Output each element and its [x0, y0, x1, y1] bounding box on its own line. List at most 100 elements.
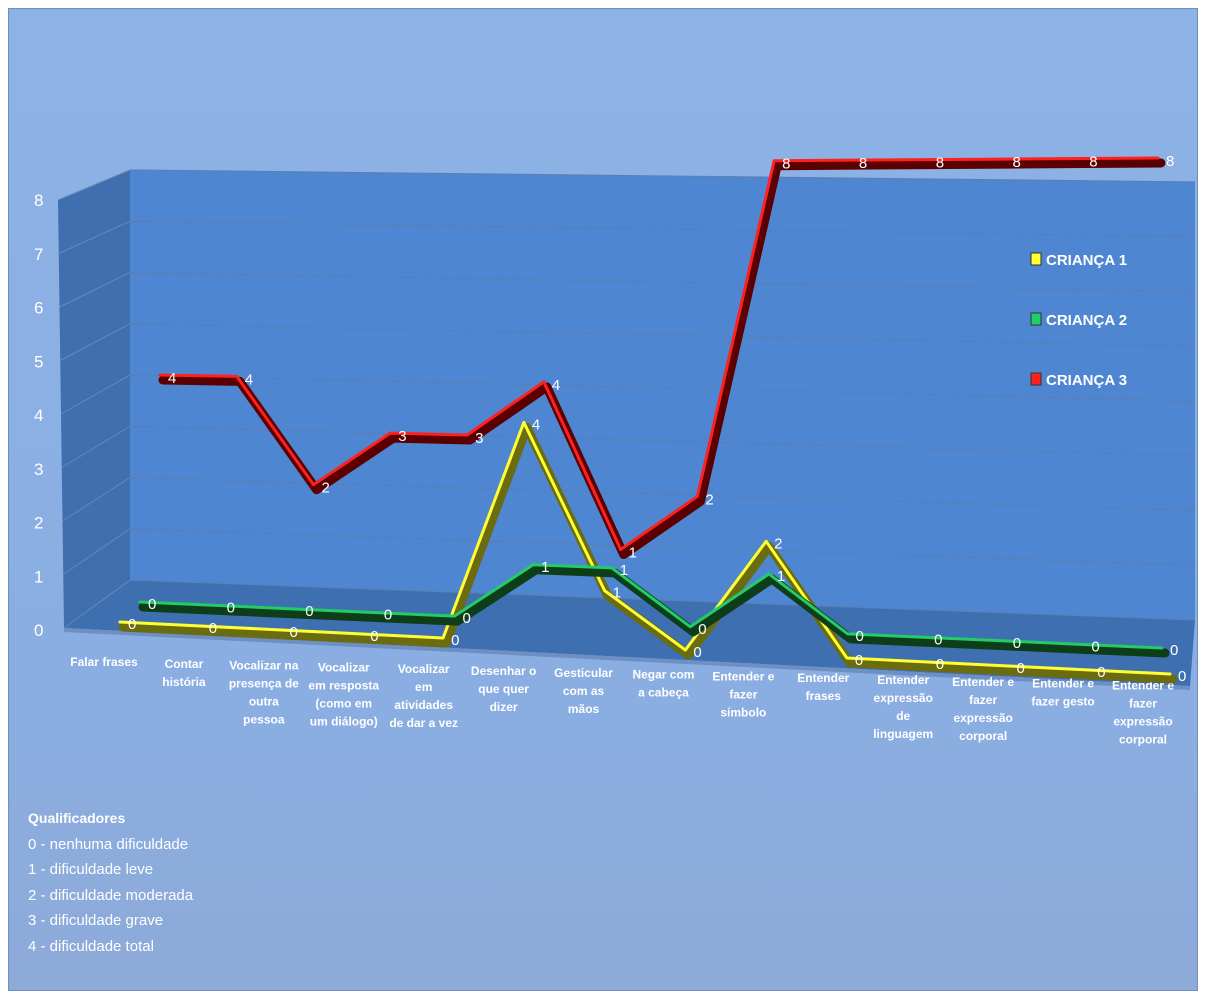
- gridline-side: [63, 579, 131, 629]
- floor-edge: [64, 628, 1190, 690]
- gridline-side: [62, 477, 131, 522]
- data-label: 2: [705, 491, 713, 508]
- gridline: [129, 323, 1196, 347]
- chart-walls: [58, 170, 1195, 690]
- data-label: 0: [209, 620, 217, 637]
- floor: [64, 580, 1195, 686]
- data-label: 4: [552, 377, 560, 394]
- x-tick-label: Contar história: [162, 657, 206, 689]
- x-tick-label: Entender e fazer gesto: [1031, 677, 1094, 709]
- gridlines: [57, 169, 1196, 629]
- y-tick-label: 5: [34, 352, 43, 371]
- qualifier-item: 2 - dificuldade moderada: [28, 886, 194, 904]
- data-label: 0: [1016, 660, 1024, 677]
- gridline: [129, 528, 1196, 566]
- data-label: 1: [613, 585, 621, 602]
- qualifier-item: 4 - dificuldade total: [28, 937, 154, 955]
- data-label: 0: [1013, 635, 1021, 652]
- data-label: 0: [936, 656, 944, 673]
- data-label: 2: [322, 480, 330, 497]
- series-ribbon: [158, 158, 1166, 559]
- data-label: 0: [305, 603, 313, 620]
- data-label: 1: [777, 568, 785, 585]
- x-tick-label: Falar frases: [70, 655, 138, 669]
- qualifier-item: 1 - dificuldade leve: [28, 861, 154, 878]
- data-label: 1: [629, 544, 637, 561]
- x-tick-label: Entender e fazer símbolo: [712, 669, 774, 719]
- x-tick-label: Vocalizar em atividades de dar a vez: [389, 662, 458, 730]
- data-label: 0: [856, 628, 864, 645]
- back-wall: [130, 170, 1195, 620]
- data-label: 2: [774, 535, 782, 552]
- y-tick-label: 6: [34, 299, 43, 318]
- gridline: [129, 579, 1196, 621]
- legend-marker: [1030, 252, 1042, 266]
- data-label: 3: [398, 428, 406, 445]
- data-label: 0: [1170, 642, 1178, 659]
- x-tick-label: Desenhar o que quer dizer: [471, 664, 536, 714]
- data-label: 8: [1012, 154, 1020, 171]
- legend-marker: [1030, 372, 1042, 386]
- y-tick-label: 3: [34, 460, 43, 479]
- data-label: 0: [1091, 638, 1099, 655]
- x-tick-label: Entender e fazer expressão corporal: [952, 675, 1014, 743]
- data-label: 0: [1178, 668, 1186, 685]
- y-tick-label: 0: [34, 621, 43, 640]
- legend-label: CRIANÇA 3: [1046, 372, 1127, 389]
- data-label: 8: [859, 155, 867, 172]
- gridline-side: [58, 220, 131, 254]
- y-tick-label: 8: [34, 191, 43, 210]
- gridline-side: [60, 323, 131, 361]
- x-tick-label: Entender expressão de linguagem: [873, 673, 933, 741]
- data-label: 0: [128, 616, 136, 633]
- series-lines: [118, 156, 1178, 684]
- data-label: 3: [475, 430, 483, 447]
- data-label: 0: [227, 600, 235, 617]
- gridline-side: [62, 528, 131, 575]
- y-tick-label: 7: [34, 245, 43, 264]
- gridline-side: [61, 425, 131, 468]
- gridline-side: [60, 374, 131, 415]
- data-label: 0: [384, 607, 392, 624]
- data-label: 4: [532, 416, 540, 433]
- data-label: 1: [620, 562, 628, 579]
- data-label: 8: [936, 155, 944, 172]
- data-label: 1: [541, 559, 549, 576]
- series-line: [118, 420, 1172, 676]
- series-ribbon: [118, 422, 1178, 684]
- y-axis: 0 1 2 3 4 5 6 7 8: [34, 191, 43, 640]
- series-line: [138, 563, 1164, 650]
- data-label: 0: [1097, 664, 1105, 681]
- data-label: 0: [855, 652, 863, 669]
- data-label: 0: [148, 596, 156, 613]
- qualifier-item: 3 - dificuldade grave: [28, 912, 164, 929]
- x-tick-label: Negar com a cabeça: [632, 668, 694, 700]
- qualifiers-box: Qualificadores 0 - nenhuma dificuldade 1…: [28, 806, 193, 959]
- y-tick-label: 1: [34, 567, 43, 586]
- x-tick-label: Vocalizar em resposta (como em um diálogo): [308, 660, 379, 728]
- x-tick-label: Gesticular com as mãos: [554, 666, 613, 716]
- gridline-side: [57, 169, 131, 201]
- gridline: [129, 374, 1196, 402]
- gridline: [129, 425, 1196, 457]
- x-tick-label: Vocalizar na presença de outra pessoa: [229, 659, 299, 727]
- series-line: [158, 156, 1160, 551]
- series-ribbon: [138, 565, 1170, 658]
- y-tick-label: 2: [34, 514, 43, 533]
- legend: CRIANÇA 1 CRIANÇA 2 CRIANÇA 3: [1030, 252, 1127, 389]
- data-label: 8: [782, 156, 790, 173]
- data-label: 0: [462, 610, 470, 627]
- data-label: 8: [1089, 154, 1097, 171]
- gridline: [129, 271, 1196, 293]
- data-label: 0: [698, 621, 706, 638]
- gridline-side: [59, 272, 131, 308]
- data-label: 0: [934, 631, 942, 648]
- x-tick-label: Entender frases: [797, 671, 849, 703]
- data-label: 4: [168, 370, 176, 387]
- data-label: 0: [370, 628, 378, 645]
- data-label: 0: [290, 624, 298, 641]
- gridline: [129, 220, 1196, 238]
- data-label: 8: [1166, 153, 1174, 170]
